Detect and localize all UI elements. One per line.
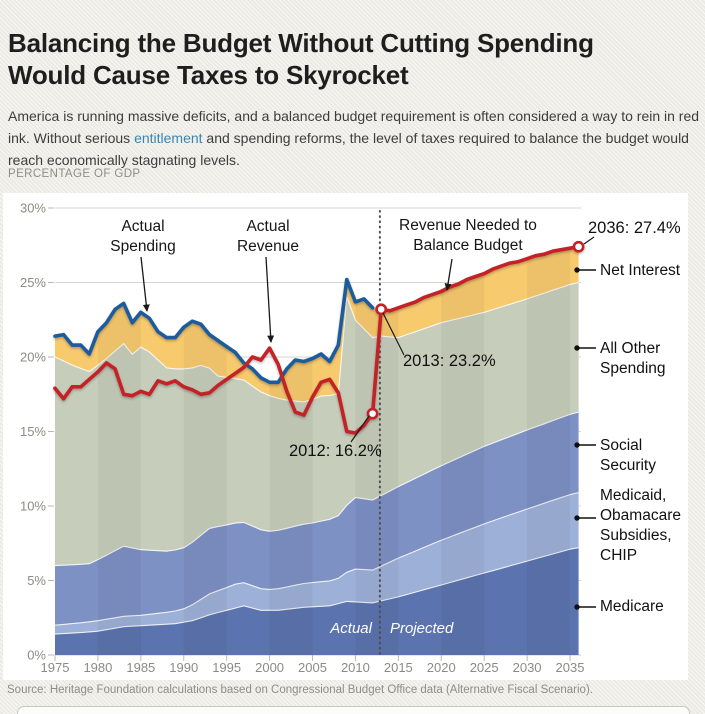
marker-2036 [572, 240, 585, 253]
page-title-line1: Balancing the Budget Without Cutting Spe… [8, 28, 594, 59]
side-label-social-security: Social Security [600, 437, 656, 474]
svg-text:15%: 15% [20, 424, 46, 439]
side-label-medicaid: Medicaid, Obamacare Subsidies, CHIP [600, 487, 681, 564]
data-lines [53, 240, 585, 435]
source-note: Source: Heritage Foundation calculations… [7, 684, 593, 696]
svg-text:25%: 25% [20, 275, 46, 290]
divider-label-actual: Actual [330, 620, 372, 637]
svg-text:1980: 1980 [83, 660, 112, 675]
svg-text:2000: 2000 [255, 660, 284, 675]
annotation-lines [140, 236, 596, 610]
svg-text:2025: 2025 [470, 660, 499, 675]
svg-text:20%: 20% [20, 350, 46, 365]
svg-text:2035: 2035 [556, 660, 585, 675]
entitlement-link[interactable]: entitlement [134, 130, 203, 146]
page-title: Balancing the Budget Without Cutting Spe… [8, 27, 698, 91]
svg-text:1975: 1975 [41, 660, 70, 675]
callout-2036: 2036: 27.4% [588, 219, 681, 237]
area-4 [55, 246, 579, 402]
callout-2013: 2013: 23.2% [403, 352, 496, 370]
area-0 [55, 547, 579, 655]
label-actual-revenue: Actual Revenue [236, 218, 300, 255]
svg-text:1995: 1995 [212, 660, 241, 675]
side-label-net-interest: Net Interest [600, 262, 681, 279]
marker-2013 [375, 303, 388, 316]
svg-text:1985: 1985 [126, 660, 155, 675]
area-2 [55, 412, 579, 626]
marker-2012 [366, 407, 379, 420]
area-3 [55, 282, 579, 566]
side-label-all-other-spending: All Other Spending [600, 340, 666, 377]
actual-spending-line [53, 277, 375, 385]
chart-unit-kicker: PERCENTAGE OF GDP [8, 168, 141, 180]
svg-text:0%: 0% [27, 648, 46, 663]
svg-text:1990: 1990 [169, 660, 198, 675]
side-label-medicare: Medicare [600, 598, 664, 615]
stacked-areas [54, 246, 579, 655]
svg-text:30%: 30% [20, 201, 46, 216]
next-section-box [17, 706, 690, 714]
callout-2012: 2012: 16.2% [289, 442, 382, 460]
page-title-line2: Would Cause Taxes to Skyrocket [8, 60, 409, 91]
svg-text:5%: 5% [27, 573, 46, 588]
svg-text:2020: 2020 [427, 660, 456, 675]
svg-text:2010: 2010 [341, 660, 370, 675]
label-revenue-needed: Revenue Needed to Balance Budget [399, 217, 537, 254]
intro-text-before: America is running massive deficits, and… [8, 108, 700, 146]
svg-text:10%: 10% [20, 499, 46, 514]
svg-text:2015: 2015 [384, 660, 413, 675]
revenue-line [53, 244, 581, 435]
x-axis: 1975 1980 1985 1990 1995 2000 2005 2010 2015 2020… [41, 655, 585, 675]
intro-text-after: and spending reforms, the level of taxes… [8, 130, 689, 168]
divider-label-projected: Projected [390, 620, 454, 637]
intro-paragraph: America is running massive deficits, and… [8, 105, 702, 171]
svg-text:2005: 2005 [298, 660, 327, 675]
label-actual-spending: Actual Spending [110, 218, 176, 255]
area-1 [55, 492, 579, 635]
svg-text:2030: 2030 [513, 660, 542, 675]
